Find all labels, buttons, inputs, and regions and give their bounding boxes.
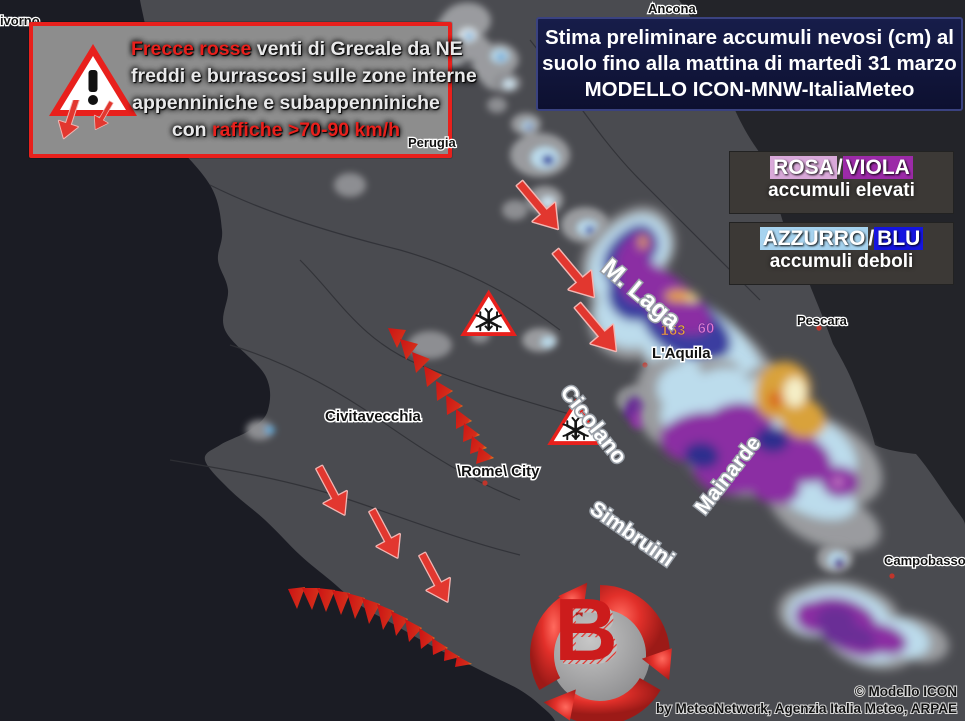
svg-text:B: B [554,580,618,679]
svg-text:60: 60 [698,320,715,337]
